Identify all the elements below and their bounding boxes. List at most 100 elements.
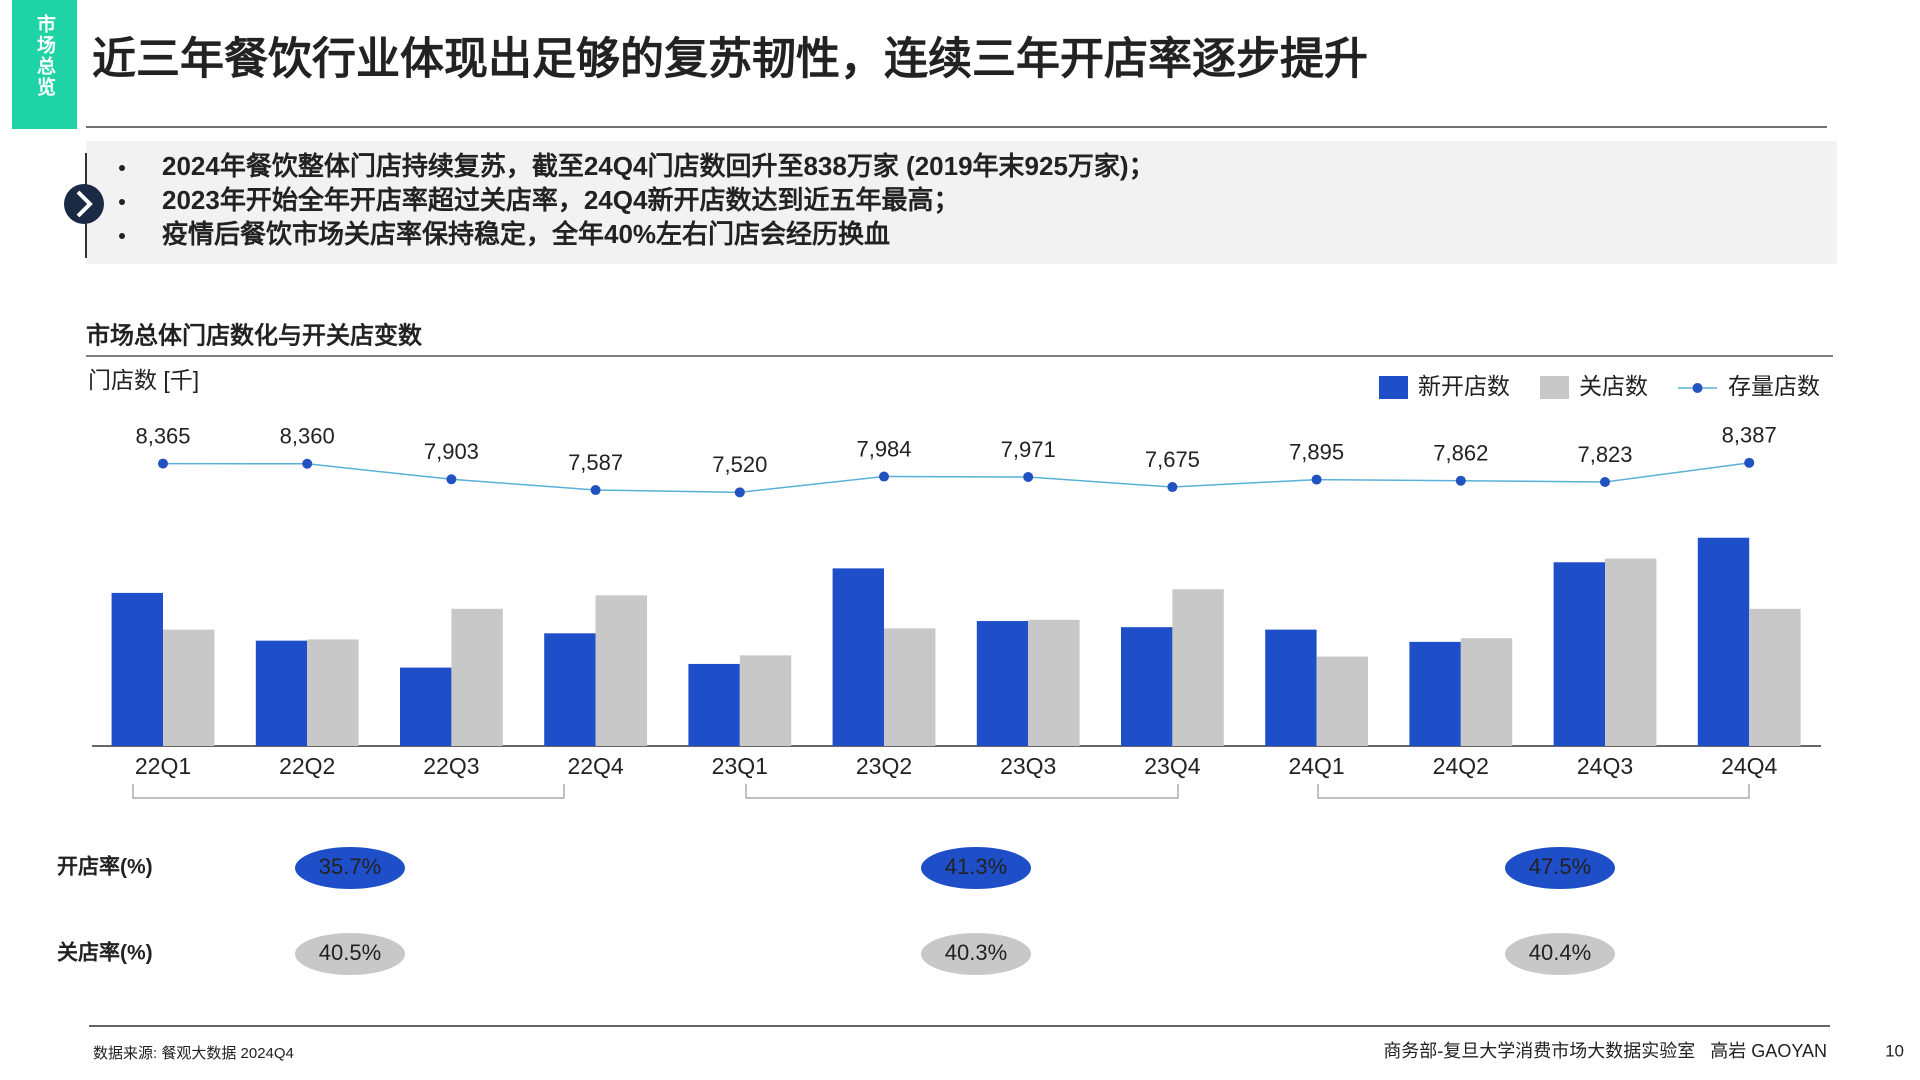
bar [1121,627,1173,746]
x-tick-label: 23Q2 [856,753,912,779]
bar [111,592,163,746]
data-label: 7,895 [1289,439,1344,464]
x-tick-label: 22Q3 [423,753,479,779]
line-marker [879,471,889,482]
data-label: 8,365 [135,423,190,448]
rate-value: 40.4% [1529,940,1591,965]
bar [1749,608,1801,746]
bullet-text: 疫情后餐饮市场关店率保持稳定，全年40%左右门店会经历换血 [162,219,890,249]
line-marker [1023,471,1034,482]
bar [307,639,359,746]
line-marker [1744,457,1755,468]
line-marker [158,458,168,469]
bar [451,608,503,746]
data-label: 8,387 [1722,423,1777,448]
data-label: 7,675 [1145,447,1200,472]
x-tick-label: 23Q1 [712,753,768,779]
bullet-text: 2023年开始全年开店率超过关店率，24Q4新开店数达到近五年最高； [162,185,959,215]
rate-value: 40.3% [945,940,1007,965]
data-label: 7,862 [1433,441,1488,466]
legend-swatch [1540,376,1569,399]
data-label: 7,903 [424,439,479,464]
data-label: 7,520 [712,452,767,477]
data-label: 7,971 [1001,437,1056,462]
data-label: 7,587 [568,450,623,475]
bracket [1317,784,1750,799]
line-marker [734,487,745,498]
bar [1028,619,1080,746]
bar [255,640,308,746]
bullet-text: 2024年餐饮整体门店持续复苏，截至24Q4门店数回升至838万家 (2019年… [162,151,1155,181]
bar [739,655,792,746]
bar [1409,641,1461,746]
x-tick-label: 22Q1 [135,753,191,779]
rate-value: 40.5% [319,940,381,965]
bar [1172,589,1224,746]
data-label: 8,360 [280,424,335,449]
rate-pill [295,847,405,889]
bar [1316,656,1368,746]
summary-icon [64,184,104,224]
rate-pill [1505,847,1615,889]
x-tick-label: 22Q2 [279,753,335,779]
rate-pill [921,847,1031,889]
bullet-dot [119,233,125,239]
slide-title: 近三年餐饮行业体现出足够的复苏韧性，连续三年开店率逐步提升 [92,35,1368,84]
bullet-dot [119,165,125,171]
rate-label: 关店率(%) [57,941,153,965]
rate-label: 开店率(%) [57,855,153,879]
x-tick-label: 23Q3 [1000,753,1056,779]
bracket [745,784,1179,799]
summary-icon-arrow [76,190,93,218]
bar [1460,638,1513,746]
rate-value: 47.5% [1529,854,1591,879]
x-tick-label: 24Q1 [1288,753,1344,779]
line-marker [1167,482,1178,493]
bar [1265,629,1317,746]
footer-credit: 商务部-复旦大学消费市场大数据实验室 高岩 GAOYAN [1383,1041,1827,1061]
x-tick-label: 24Q3 [1577,753,1633,779]
line-marker [302,458,313,469]
bar [1697,537,1750,746]
x-tick-label: 23Q4 [1144,753,1200,779]
line-marker [590,485,601,496]
bar [544,633,596,746]
line-marker [446,474,457,485]
bullet-dot [119,199,125,205]
bar [595,595,647,746]
line-marker [1311,474,1322,485]
y-axis-label: 门店数 [千] [88,367,199,393]
bar [688,663,740,746]
line-marker [1600,477,1610,488]
x-tick-label: 24Q4 [1721,753,1777,779]
bar [976,621,1029,746]
rate-pill [295,933,405,975]
x-tick-label: 22Q4 [567,753,623,779]
line-marker [1455,475,1466,486]
legend-label: 关店数 [1579,373,1648,399]
bar [400,667,452,746]
bar [1605,558,1657,746]
chart-title: 市场总体门店数化与开关店变数 [86,321,423,349]
legend-swatch [1379,376,1408,399]
line [162,462,1750,494]
rate-value: 35.7% [319,854,381,879]
legend-swatch-marker [1692,383,1703,393]
bar [884,628,936,746]
legend-label: 存量店数 [1728,373,1820,399]
rate-value: 41.3% [945,854,1007,879]
rate-pill [921,933,1031,975]
data-label: 7,823 [1577,442,1632,467]
footer-source: 数据来源: 餐观大数据 2024Q4 [93,1045,294,1062]
bar [163,629,215,746]
page-number: 10 [1885,1041,1904,1060]
legend-label: 新开店数 [1418,373,1510,399]
side-tab: 市场总览 [12,0,77,129]
side-tab-text: 市场总览 [34,14,55,98]
x-tick-label: 24Q2 [1433,753,1489,779]
bracket [132,784,565,799]
bar [1553,562,1605,746]
rate-pill [1505,933,1615,975]
